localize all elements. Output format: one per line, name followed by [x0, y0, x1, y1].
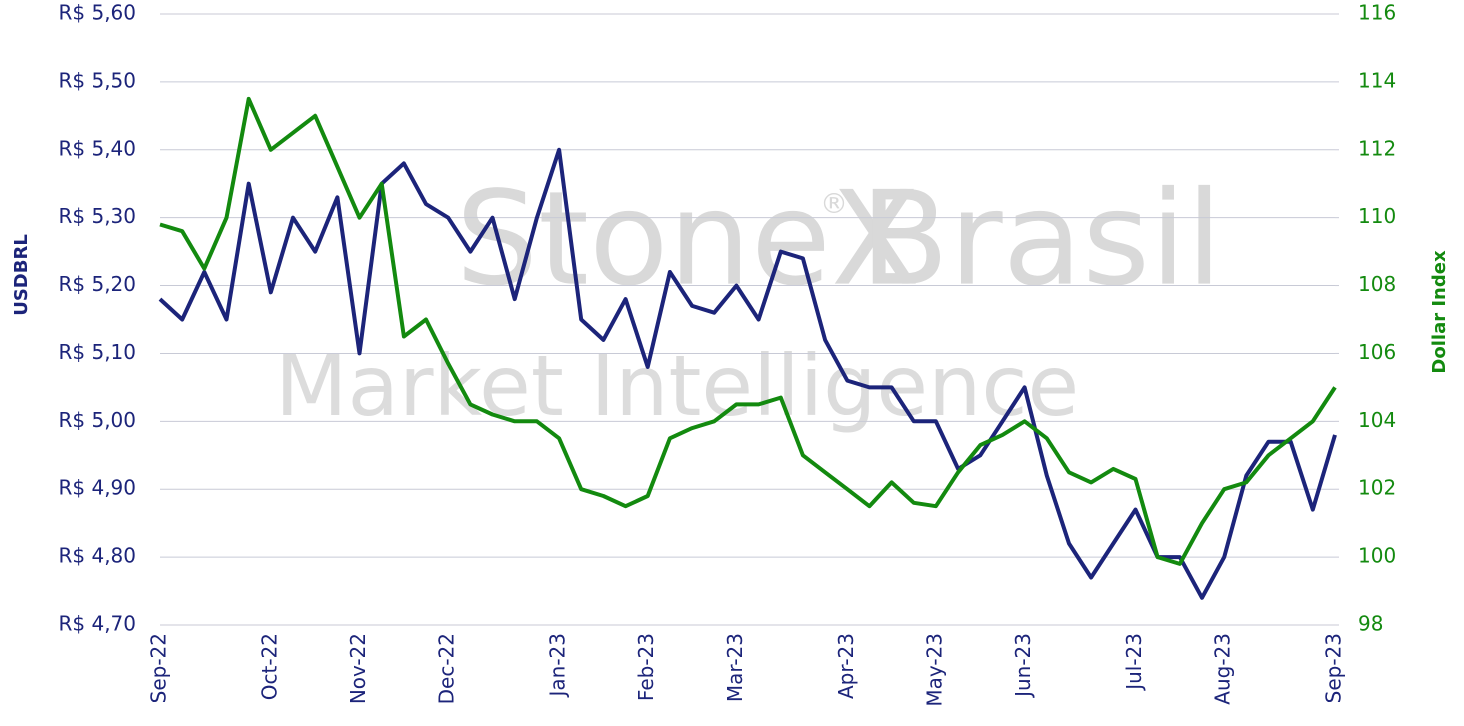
y-tick-label: R$ 5,40	[58, 136, 136, 160]
x-tick-label: May-23	[922, 633, 946, 707]
y2-tick-label: 108	[1358, 272, 1396, 296]
y-tick-label: R$ 4,70	[58, 612, 136, 636]
y-tick-label: R$ 5,00	[58, 408, 136, 432]
y2-tick-label: 116	[1358, 1, 1396, 25]
x-tick-label: Jul-23	[1122, 633, 1146, 692]
y2-tick-label: 114	[1358, 68, 1396, 92]
x-tick-label: Feb-23	[634, 633, 658, 701]
y2-axis-title: Dollar Index	[1429, 250, 1450, 374]
y2-tick-label: 112	[1358, 136, 1396, 160]
watermark: StoneX	[456, 163, 920, 315]
y2-tick-label: 100	[1358, 544, 1396, 568]
y-tick-label: R$ 4,80	[58, 544, 136, 568]
y-tick-label: R$ 5,10	[58, 340, 136, 364]
y-tick-label: R$ 4,90	[58, 476, 136, 500]
watermark: ®	[820, 187, 848, 220]
x-tick-label: Dec-22	[435, 633, 459, 704]
y-tick-label: R$ 5,20	[58, 272, 136, 296]
y2-tick-label: 98	[1358, 612, 1383, 636]
x-tick-label: Jan-23	[546, 633, 570, 699]
y-tick-label: R$ 5,60	[58, 1, 136, 25]
x-tick-label: Sep-22	[147, 633, 171, 703]
x-tick-label: Jun-23	[1011, 633, 1035, 699]
y-axis-title: USDBRL	[11, 234, 32, 316]
watermark: Market Intelligence	[275, 337, 1079, 435]
x-tick-label: Sep-23	[1322, 633, 1346, 703]
y2-tick-label: 104	[1358, 408, 1396, 432]
x-tick-label: Mar-23	[723, 633, 747, 702]
y-tick-label: R$ 5,50	[58, 68, 136, 92]
x-tick-label: Apr-23	[834, 633, 858, 699]
series-line	[158, 147, 1337, 600]
x-tick-label: Nov-22	[346, 633, 370, 704]
y2-tick-label: 110	[1358, 204, 1396, 228]
series-line	[159, 96, 1337, 566]
y2-tick-label: 106	[1358, 340, 1396, 364]
y-tick-label: R$ 5,30	[58, 204, 136, 228]
watermark: Brasil	[860, 163, 1222, 315]
x-tick-label: Aug-23	[1211, 633, 1235, 705]
x-tick-label: Oct-22	[257, 633, 281, 700]
y2-tick-label: 102	[1358, 476, 1396, 500]
